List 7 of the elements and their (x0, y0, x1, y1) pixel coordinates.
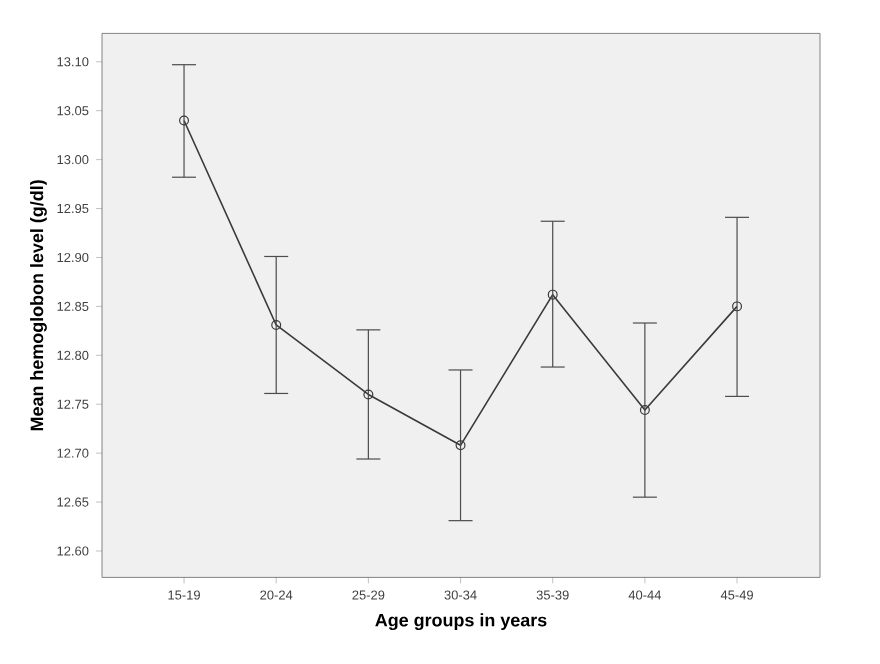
point (547, 289, 558, 300)
point (363, 389, 374, 400)
point (455, 440, 466, 451)
x-axis-title: Age groups in years (375, 613, 547, 631)
point (639, 405, 650, 416)
point (271, 319, 282, 330)
y-axis-title: Mean hemoglobon level (g/dl) (30, 180, 47, 431)
